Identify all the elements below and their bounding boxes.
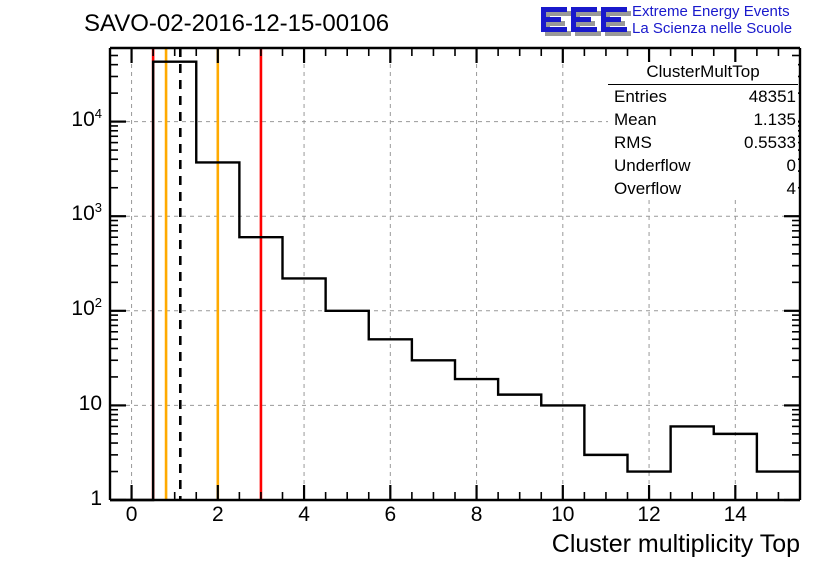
x-tick-label: 8 (470, 503, 483, 526)
stats-row: Entries 48351 (608, 85, 798, 108)
stats-row-value: 4 (786, 179, 796, 198)
stats-row: Underflow 0 (608, 154, 798, 177)
stats-row-value: 48351 (748, 87, 796, 106)
eee-logo: Extreme Energy Events La Scienza nelle S… (538, 2, 834, 42)
eee-logo-line1: Extreme Energy Events (632, 3, 790, 20)
x-tick-label: 12 (637, 503, 661, 526)
stats-row-value: 0.5533 (744, 133, 796, 152)
x-tick-label: 10 (551, 503, 575, 526)
x-axis-title: Cluster multiplicity Top (551, 530, 800, 558)
x-tick-label: 0 (125, 503, 138, 526)
histogram-outline (110, 60, 800, 502)
y-tick-label: 1 (90, 487, 102, 510)
x-tick-label: 4 (298, 503, 310, 526)
eee-logo-line2: La Scienza nelle Scuole (632, 20, 793, 37)
x-tick-label: 2 (211, 503, 224, 526)
stats-box: ClusterMultTop Entries 48351 Mean 1.135 RMS 0… (608, 62, 798, 200)
x-tick-label: 6 (384, 503, 397, 526)
x-axis-ticks (130, 48, 780, 500)
eee-logo-text: Extreme Energy Events La Scienza nelle S… (632, 3, 792, 37)
stats-row-value: 1.135 (753, 110, 796, 129)
y-tick-label: 102 (71, 294, 102, 320)
stats-row: Mean 1.135 (608, 108, 798, 131)
stats-row: RMS 0.5533 (608, 131, 798, 154)
horizontal-gridlines (110, 121, 800, 406)
stats-rows: Entries 48351 Mean 1.135 RMS 0.5533 Underflow 0… (608, 85, 798, 200)
page-title: SAVO-02-2016-12-15-00106 (84, 10, 390, 37)
stats-row-value: 0 (786, 156, 796, 175)
stats-row: Overflow 4 (608, 177, 798, 200)
stats-row-label: Overflow (614, 179, 682, 198)
stats-row-label: RMS (614, 133, 652, 152)
stats-row-label: Mean (614, 110, 657, 129)
y-tick-label: 104 (71, 105, 102, 131)
x-tick-label: 14 (723, 503, 747, 526)
y-tick-label: 103 (71, 200, 102, 226)
y-tick-label: 10 (78, 392, 102, 416)
eee-letters-graphic (541, 7, 631, 36)
stats-title: ClusterMultTop (608, 62, 798, 85)
stats-row-label: Entries (614, 87, 667, 106)
stats-row-label: Underflow (614, 156, 691, 175)
